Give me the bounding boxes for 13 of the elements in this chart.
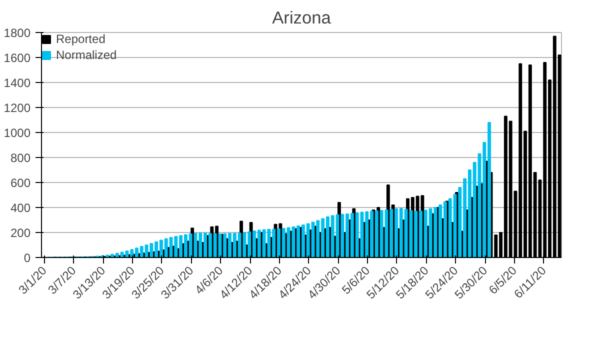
chart-title: Arizona: [272, 8, 332, 28]
y-tick-label: 1600: [4, 51, 31, 65]
legend-label: Reported: [56, 32, 106, 46]
y-tick-label: 0: [24, 251, 31, 265]
legend-label: Normalized: [56, 48, 117, 62]
y-tick-label: 600: [10, 176, 31, 190]
y-tick-label: 800: [10, 151, 31, 165]
y-tick-label: 400: [10, 201, 31, 215]
y-tick-label: 1400: [4, 76, 31, 90]
y-tick-label: 1200: [4, 101, 31, 115]
y-tick-label: 200: [10, 226, 31, 240]
y-tick-label: 1000: [4, 126, 31, 140]
y-tick-label: 1800: [4, 26, 31, 40]
